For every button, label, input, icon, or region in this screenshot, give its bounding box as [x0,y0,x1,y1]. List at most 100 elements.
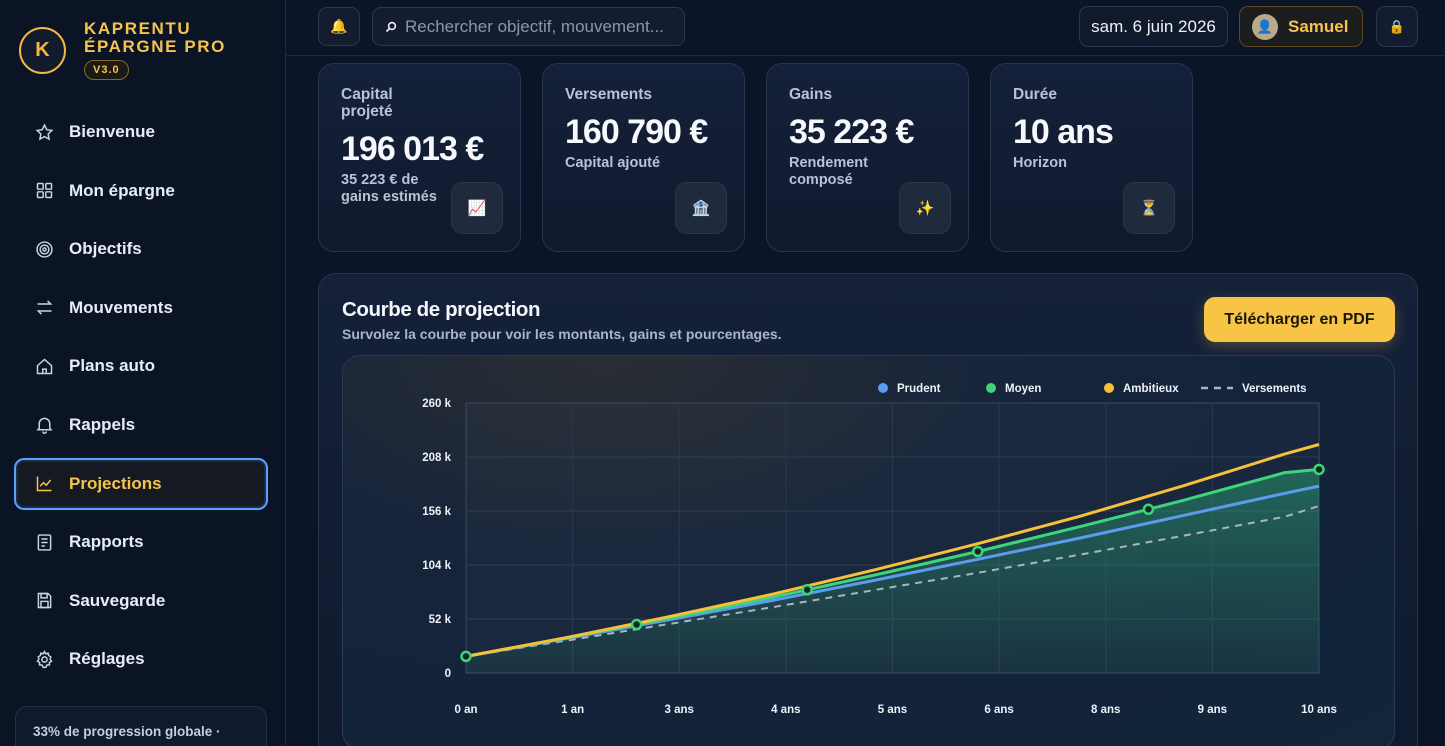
sparkles-icon: ✨ [899,182,951,234]
chart-container[interactable]: 0 52 k 104 k 156 k 208 k 260 k 0 an 1 an 3 ans 4 … [342,355,1395,746]
sidebar-item-mon-epargne[interactable]: Mon épargne [14,165,268,217]
data-point[interactable] [972,545,984,558]
panel-title: Courbe de projection [342,298,541,321]
home-icon [33,355,55,377]
data-point[interactable] [1313,463,1325,476]
sidebar-item-label: Bienvenue [69,122,155,141]
y-tick-label: 156 k [422,506,451,518]
x-tick-label: 8 ans [1091,704,1120,716]
kpi-value: 160 790 € [565,113,708,151]
kpi-value: 35 223 € [789,113,914,151]
legend-swatch [1104,383,1114,393]
search-input[interactable] [405,16,665,37]
current-date: sam. 6 juin 2026 [1079,6,1228,47]
sidebar-item-objectifs[interactable]: Objectifs [14,223,268,275]
kpi-sub: 35 223 € de gains estimés [341,172,437,205]
hourglass-icon: ⏳ [1123,182,1175,234]
user-button[interactable]: 👤 Samuel [1239,6,1363,47]
lock-button[interactable]: 🔒 [1376,6,1418,47]
bell-icon [33,414,55,436]
search-box[interactable] [372,7,685,46]
y-tick-label: 0 [445,668,451,680]
projection-panel: Courbe de projection Survolez la courbe … [318,273,1418,746]
x-tick-label: 0 an [454,704,477,716]
data-point[interactable] [801,584,813,596]
sidebar-item-rappels[interactable]: Rappels [14,399,268,451]
kpi-label: Gains [789,86,833,103]
bank-icon: 🏦 [675,182,727,234]
progress-text: 33% de progression globale · [33,724,221,739]
x-tick-label: 10 ans [1301,704,1337,716]
y-tick-label: 208 k [422,452,451,464]
target-icon [33,238,55,260]
brand: K KAPRENTU ÉPARGNE PRO V3.0 [19,20,234,80]
sidebar-item-label: Objectifs [69,239,142,259]
data-point[interactable] [460,650,472,663]
x-tick-label: 9 ans [1198,704,1227,716]
sidebar-item-label: Mouvements [69,297,173,317]
kpi-sub: Rendement composé [789,155,868,188]
kpi-label: Versements [565,86,653,103]
save-icon [33,590,55,612]
bell-icon: 🔔 [330,18,348,34]
x-tick-label: 4 ans [771,704,800,716]
kpi-label: Durée [1013,86,1057,103]
y-tick-label: 260 k [422,398,451,410]
sidebar-item-reglages[interactable]: Réglages [14,633,268,685]
chart-up-icon: 📈 [451,182,503,234]
grid-icon [33,180,55,202]
sidebar-nav: Bienvenue Mon épargne Objectifs Mouvements P… [14,106,268,692]
data-point[interactable] [630,618,643,631]
series-line-ambitieux [465,443,1320,658]
y-tick-label: 52 k [429,614,452,626]
sidebar-item-bienvenue[interactable]: Bienvenue [14,106,268,158]
sidebar-item-plans-auto[interactable]: Plans auto [14,340,268,392]
sidebar-item-label: Mon épargne [69,180,175,200]
download-pdf-button[interactable]: Télécharger en PDF [1204,297,1395,342]
x-tick-label: 6 ans [984,704,1013,716]
sidebar-item-mouvements[interactable]: Mouvements [14,282,268,334]
panel-subtitle: Survolez la courbe pour voir les montant… [342,326,782,342]
sidebar-item-projections[interactable]: Projections [14,457,268,510]
star-icon [33,121,55,143]
data-point[interactable] [1142,503,1155,516]
transfer-icon [33,297,55,319]
avatar: 👤 [1252,13,1278,40]
brand-name: KAPRENTU ÉPARGNE PRO [84,19,226,56]
sidebar-item-label: Réglages [69,649,145,669]
legend-swatch [878,383,888,393]
legend-swatch [986,383,996,393]
topbar: 🔔 sam. 6 juin 2026 👤 Samuel 🔒 [286,0,1445,56]
legend-label: Versements [1242,383,1307,395]
projection-chart[interactable]: 0 52 k 104 k 156 k 208 k 260 k 0 an 1 an 3 ans 4 … [343,356,1395,746]
kpi-card: Gains 35 223 € Rendement composé ✨ [766,63,969,252]
sidebar-item-label: Rapports [69,532,144,552]
x-tick-label: 5 ans [878,704,907,716]
legend-label: Prudent [897,383,941,395]
sidebar-item-label: Projections [69,473,162,493]
notifications-button[interactable]: 🔔 [318,7,360,46]
sidebar-item-label: Sauvegarde [69,590,166,610]
sidebar: K KAPRENTU ÉPARGNE PRO V3.0 Bienvenue Mon… [0,0,286,746]
sidebar-item-rapports[interactable]: Rapports [14,516,268,568]
sidebar-item-sauvegarde[interactable]: Sauvegarde [14,575,268,627]
sidebar-item-label: Rappels [69,414,136,434]
lock-icon: 🔒 [1388,18,1406,34]
sidebar-item-label: Plans auto [69,356,155,376]
report-icon [33,531,55,553]
x-tick-label: 3 ans [665,704,694,716]
trend-icon [33,473,55,495]
search-icon [385,21,397,32]
kpi-value: 196 013 € [341,130,484,168]
kpi-label: Capital projeté [341,86,393,120]
brand-logo: K [19,27,66,74]
kpi-card: Durée 10 ans Horizon ⏳ [990,63,1193,252]
x-tick-label: 1 an [561,704,584,716]
gear-icon [33,648,55,670]
progress-card: 33% de progression globale · [15,706,267,746]
legend-label: Ambitieux [1123,383,1179,395]
user-name: Samuel [1288,16,1349,36]
version-badge: V3.0 [84,60,129,80]
kpi-sub: Capital ajouté [565,155,661,171]
